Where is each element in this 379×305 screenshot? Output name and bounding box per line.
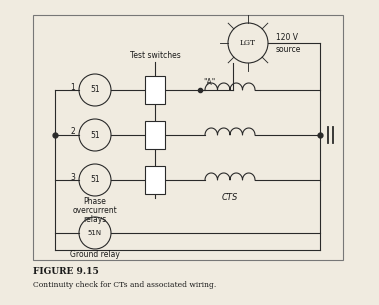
Text: 1: 1 [70, 82, 75, 92]
Text: Test switches: Test switches [130, 51, 180, 60]
Text: 51: 51 [90, 131, 100, 139]
Bar [145, 76, 165, 104]
Text: Ground relay: Ground relay [70, 250, 120, 259]
Text: LGT: LGT [240, 39, 256, 47]
Text: source: source [276, 45, 301, 53]
Text: 2: 2 [70, 127, 75, 137]
Text: overcurrent: overcurrent [73, 206, 117, 215]
Text: "A": "A" [203, 78, 215, 87]
Bar [145, 166, 165, 194]
Text: 51N: 51N [88, 230, 102, 236]
Text: 51: 51 [90, 175, 100, 185]
Text: relays: relays [83, 215, 106, 224]
Text: FIGURE 9.15: FIGURE 9.15 [33, 267, 99, 276]
Text: 51: 51 [90, 85, 100, 95]
Text: 3: 3 [70, 173, 75, 181]
Text: 120 V: 120 V [276, 34, 298, 42]
Text: Phase: Phase [83, 197, 106, 206]
Bar [145, 121, 165, 149]
Bar [33, 15, 343, 260]
Text: Continuity check for CTs and associated wiring.: Continuity check for CTs and associated … [33, 281, 216, 289]
Text: CTS: CTS [222, 193, 238, 202]
